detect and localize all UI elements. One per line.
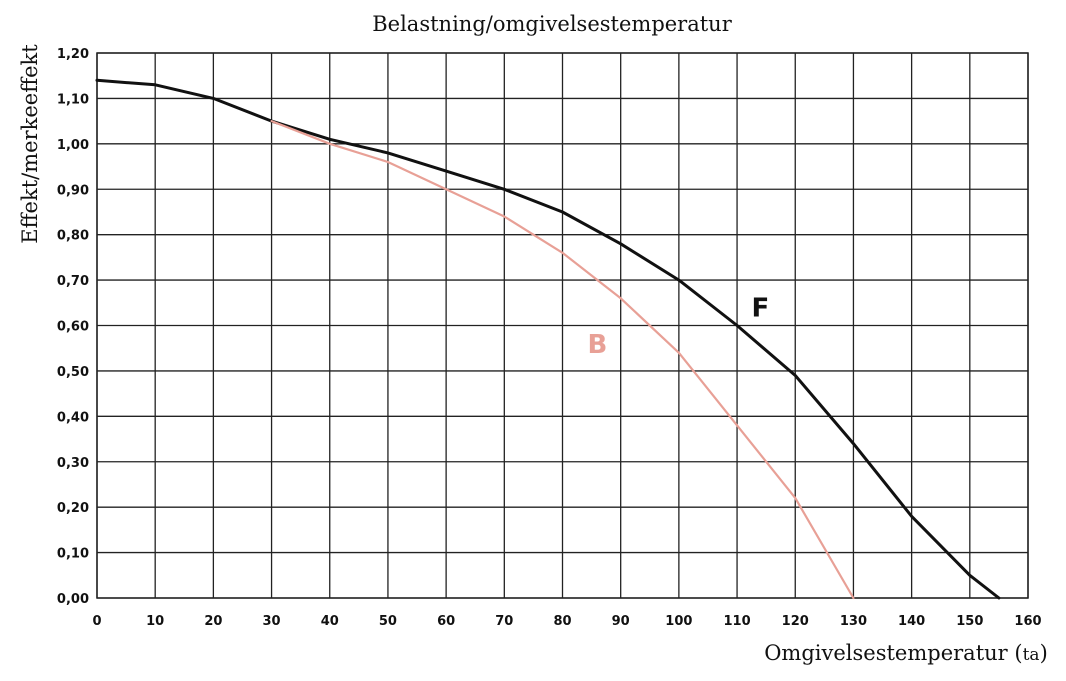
x-axis-label: Omgivelsestemperatur (ta) bbox=[764, 641, 1048, 665]
plot-frame bbox=[96, 52, 1029, 599]
x-tick-label: 140 bbox=[898, 614, 925, 629]
y-tick-label: 0,60 bbox=[57, 320, 89, 335]
x-tick-label: 100 bbox=[665, 614, 692, 629]
y-tick-label: 0,80 bbox=[57, 229, 89, 244]
series-line-b bbox=[270, 119, 855, 600]
x-axis-label-text: Omgivelsestemperatur bbox=[764, 641, 1008, 665]
y-tick-label: 1,00 bbox=[57, 138, 89, 153]
x-tick-label: 110 bbox=[723, 614, 750, 629]
series-line-f bbox=[95, 78, 1001, 600]
x-axis-label-unit: ta bbox=[1023, 645, 1040, 665]
x-tick-label: 60 bbox=[437, 614, 455, 629]
x-tick-label: 130 bbox=[840, 614, 867, 629]
chart-title: Belastning/omgivelsestemperatur bbox=[372, 12, 732, 36]
y-tick-label: 0,70 bbox=[57, 274, 89, 289]
y-tick-label: 1,10 bbox=[57, 92, 89, 107]
y-tick-label: 0,90 bbox=[57, 183, 89, 198]
series-label-f: F bbox=[751, 293, 769, 323]
x-tick-label: 0 bbox=[92, 614, 101, 629]
series-lines bbox=[95, 78, 1001, 600]
x-tick-label: 150 bbox=[956, 614, 983, 629]
y-tick-label: 0,30 bbox=[57, 456, 89, 471]
x-tick-label: 50 bbox=[379, 614, 397, 629]
x-tick-label: 30 bbox=[263, 614, 281, 629]
series-label-b: B bbox=[587, 330, 607, 360]
y-tick-label: 0,50 bbox=[57, 365, 89, 380]
y-tick-label: 0,00 bbox=[57, 592, 89, 607]
y-tick-labels: 0,00 0,10 0,20 0,30 0,40 0,50 0,60 0,70 0,80 0,90… bbox=[57, 47, 89, 607]
x-tick-labels: 0 10 20 30 40 50 60 70 80 90 100 110 120 130 140 150 160 bbox=[92, 614, 1041, 629]
x-tick-label: 10 bbox=[146, 614, 164, 629]
x-tick-label: 160 bbox=[1014, 614, 1041, 629]
y-tick-label: 0,10 bbox=[57, 547, 89, 562]
x-tick-label: 90 bbox=[612, 614, 630, 629]
x-tick-label: 80 bbox=[553, 614, 571, 629]
y-tick-label: 0,20 bbox=[57, 501, 89, 516]
x-tick-label: 120 bbox=[782, 614, 809, 629]
y-tick-label: 0,40 bbox=[57, 410, 89, 425]
y-axis-label: Effekt/merkeeffekt bbox=[18, 44, 42, 244]
series-annotations: FB bbox=[587, 293, 769, 359]
x-tick-label: 20 bbox=[204, 614, 222, 629]
y-tick-label: 1,20 bbox=[57, 47, 89, 62]
x-tick-label: 70 bbox=[495, 614, 513, 629]
x-tick-label: 40 bbox=[321, 614, 339, 629]
grid bbox=[96, 52, 1029, 599]
